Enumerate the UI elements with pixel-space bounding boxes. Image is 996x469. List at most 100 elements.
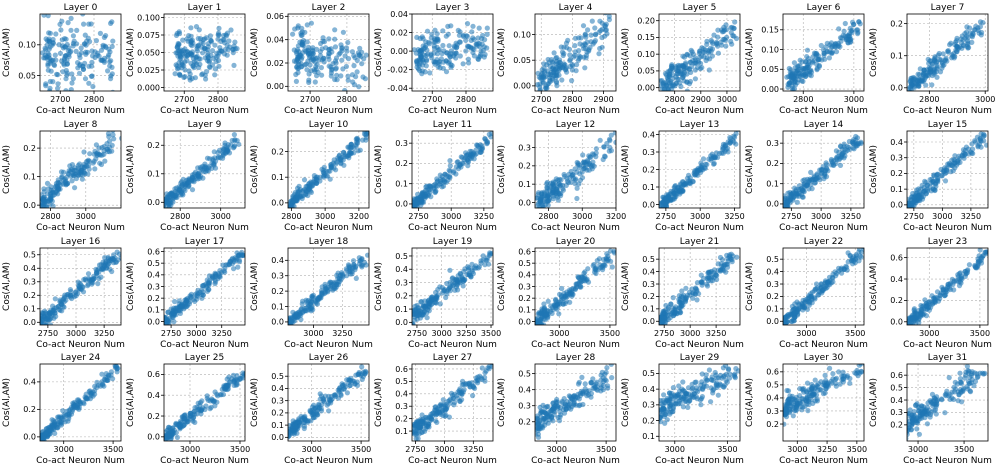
scatter-point [52,184,59,190]
panel-title: Layer 7 [931,3,965,13]
scatter-point [466,60,472,66]
y-tick-label: 0.0 [766,317,779,326]
scatter-point [980,20,986,26]
x-tick-label: 3250 [706,329,726,338]
y-axis-label: Cos(Al,AM) [497,145,507,194]
scatter-point [354,135,360,141]
scatter-point [549,59,555,65]
y-tick-label: 0.0 [271,318,284,327]
scatter-point [804,54,810,60]
y-axis-label: Cos(Al,AM) [621,28,631,77]
scatter-point [480,47,486,54]
scatter-point [178,192,184,198]
axes-frame [782,247,865,326]
scatter-point [919,78,925,84]
scatter-point [92,54,98,61]
scatter-point [434,44,440,50]
scatter-point [215,155,221,161]
scatter-point [788,318,795,324]
scatter-point [321,59,327,65]
scatter-point [97,30,103,36]
scatter-point [604,31,610,37]
scatter-point [588,39,594,45]
scatter-point [836,268,842,274]
x-axis-label: Co-act Neuron Num [903,223,992,233]
scatter-point [318,65,324,71]
scatter-point [849,139,856,145]
scatter-point [692,291,698,297]
scatter-point [353,275,359,281]
scatter-point [692,76,699,82]
scatter-point [98,274,104,280]
scatter-point [692,168,698,174]
scatter-point [984,249,988,255]
scatter-point [915,71,921,77]
x-tick-label: 3200 [349,212,369,221]
scatter-point [545,202,551,208]
scatter-point [438,56,444,62]
scatter-point [694,280,701,286]
scatter-point [40,312,44,318]
scatter-point [64,70,70,76]
scatter-point [332,44,339,50]
scatter-point [296,189,303,195]
scatter-point [567,52,573,58]
scatter-point [546,185,552,191]
scatter-point [439,285,445,291]
scatter-point [363,52,369,58]
scatter-point [47,30,54,36]
y-tick-label: 0.02 [390,28,408,37]
x-tick-label: 3000 [932,212,952,221]
scatter-point [961,43,967,49]
scatter-point [347,149,353,156]
scatter-point [295,25,301,31]
scatter-point [839,154,845,160]
scatter-point [65,170,71,176]
scatter-point [341,162,347,168]
y-tick-label: 0.1 [890,52,903,61]
scatter-point [708,37,714,44]
axes-frame [658,247,741,326]
y-tick-label: 0.0 [23,201,36,210]
scatter-point [940,287,947,293]
scatter-point [928,180,934,186]
x-tick-label: 3000 [186,329,206,338]
y-axis-label: Cos(Al,AM) [869,262,879,311]
axes-frame [39,247,122,326]
y-axis-label: Cos(Al,AM) [374,28,384,77]
x-tick-label: 3000 [975,95,995,104]
scatter-point [308,20,314,26]
scatter-point [911,84,918,90]
scatter-point [203,281,209,287]
scatter-point [822,167,828,173]
scatter-point [354,57,360,64]
scatter-point [715,27,721,33]
scatter-point [786,65,792,72]
scatter-point [850,19,856,25]
scatter-point [909,93,914,98]
scatter-point [660,310,666,316]
panel-title: Layer 8 [64,120,98,130]
axes-frame [163,130,246,209]
y-tick-label: 0.3 [147,282,160,291]
y-tick-label: 0.2 [518,162,531,171]
scatter-point [698,272,704,278]
scatter-point [180,37,186,43]
y-axis-label: Cos(Al,AM) [126,262,136,311]
scatter-point [85,283,91,289]
panel-layer-19: 2750 3000 3250 35000.00.10.20.30.40.5Layer … [374,237,501,350]
scatter-point [607,248,614,254]
x-tick-label: 3000 [690,212,710,221]
scatter-point [484,25,490,31]
scatter-points [783,133,864,208]
scatter-point [578,284,584,290]
scatter-point [92,166,98,172]
scatter-point [109,43,115,50]
scatter-point [177,310,183,316]
scatter-point [447,284,453,290]
panel-title: Layer 3 [436,3,470,13]
scatter-point [828,156,835,163]
